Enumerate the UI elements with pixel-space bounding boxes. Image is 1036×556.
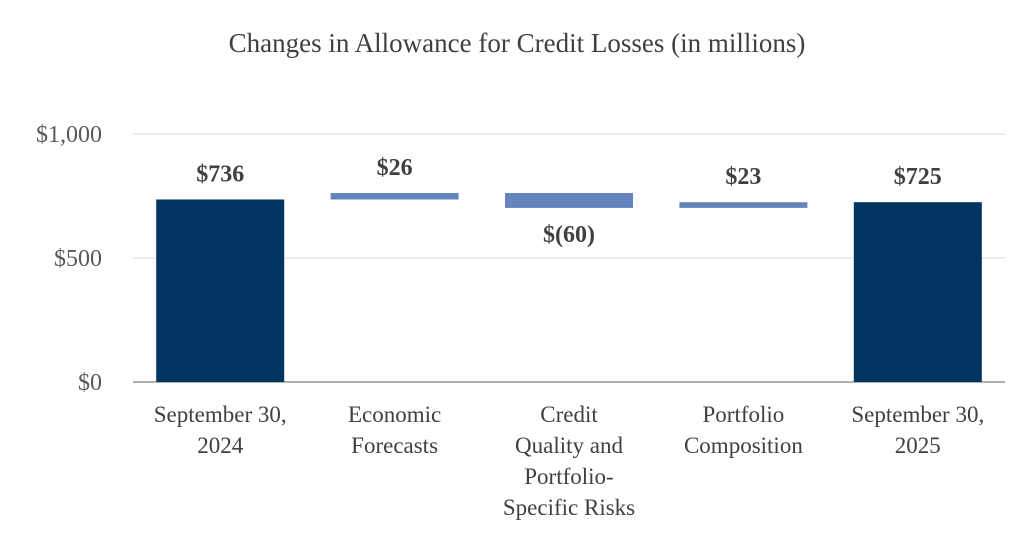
total-bar: [853, 202, 982, 382]
change-bar: [679, 202, 808, 208]
change-bar: [330, 193, 459, 200]
x-tick-label-line: Quality and: [515, 433, 623, 458]
x-tick-label-line: 2024: [197, 433, 244, 458]
x-tick-label-line: 2025: [895, 433, 941, 458]
x-tick-label-line: Portfolio-: [524, 464, 613, 489]
chart-title: Changes in Allowance for Credit Losses (…: [229, 28, 806, 58]
x-tick-label: September 30, 2024: [154, 402, 287, 458]
y-tick-label: $500: [54, 246, 102, 272]
data-label: $23: [725, 164, 761, 190]
x-tick-label-line: Credit: [540, 402, 598, 427]
x-tick-label-line: Forecasts: [351, 433, 438, 458]
y-tick-label: $0: [78, 370, 102, 396]
data-label: $736: [196, 161, 244, 187]
x-tick-label: Credit Quality and Portfolio- Specific Risk…: [503, 402, 635, 520]
total-bar: [156, 199, 285, 382]
y-tick-label: $1,000: [36, 122, 102, 148]
x-tick-label: Economic Forecasts: [348, 402, 441, 458]
x-tick-label-line: Economic: [348, 402, 441, 427]
data-label: $(60): [543, 222, 595, 248]
x-tick-label-line: September 30,: [154, 402, 287, 427]
x-tick-label: Portfolio Composition: [684, 402, 803, 458]
data-label: $725: [894, 164, 942, 190]
x-tick-label-line: Specific Risks: [503, 495, 635, 520]
x-tick-label-line: Composition: [684, 433, 803, 458]
x-tick-label-line: September 30,: [851, 402, 984, 427]
x-tick-label: September 30, 2025: [851, 402, 984, 458]
x-tick-label-line: Portfolio: [703, 402, 785, 427]
data-label: $26: [377, 155, 413, 181]
change-bar: [505, 193, 633, 208]
